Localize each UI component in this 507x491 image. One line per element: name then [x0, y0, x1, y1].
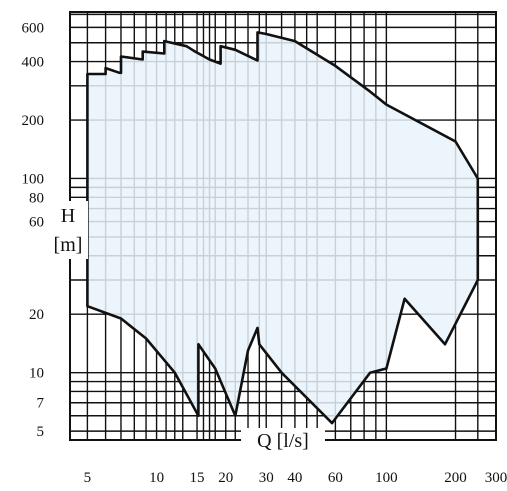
y-tick-label: 7	[37, 396, 45, 412]
x-axis-label: Q [l/s]	[257, 430, 309, 452]
x-tick-label: 100	[375, 470, 398, 486]
x-tick-label: 30	[259, 470, 274, 486]
x-tick-label: 60	[328, 470, 343, 486]
y-tick-label: 80	[29, 190, 44, 206]
y-tick-label: 20	[29, 307, 44, 323]
y-tick-label: 100	[22, 171, 45, 187]
x-tick-label: 15	[190, 470, 205, 486]
y-tick-label: 5	[37, 424, 45, 440]
y-tick-label: 600	[22, 20, 45, 36]
y-tick-label: 10	[29, 366, 44, 382]
y-tick-label: 200	[22, 113, 45, 129]
y-axis-label-line-2: [m]	[54, 234, 83, 256]
x-tick-label: 40	[287, 470, 302, 486]
x-tick-label: 20	[218, 470, 233, 486]
x-tick-label: 300	[485, 470, 507, 486]
x-tick-label: 10	[149, 470, 164, 486]
x-tick-label: 5	[84, 470, 92, 486]
x-tick-label: 200	[444, 470, 467, 486]
y-tick-label: 400	[22, 55, 45, 71]
y-tick-label: 60	[29, 215, 44, 231]
y-axis-label-line-1: H	[61, 205, 75, 227]
